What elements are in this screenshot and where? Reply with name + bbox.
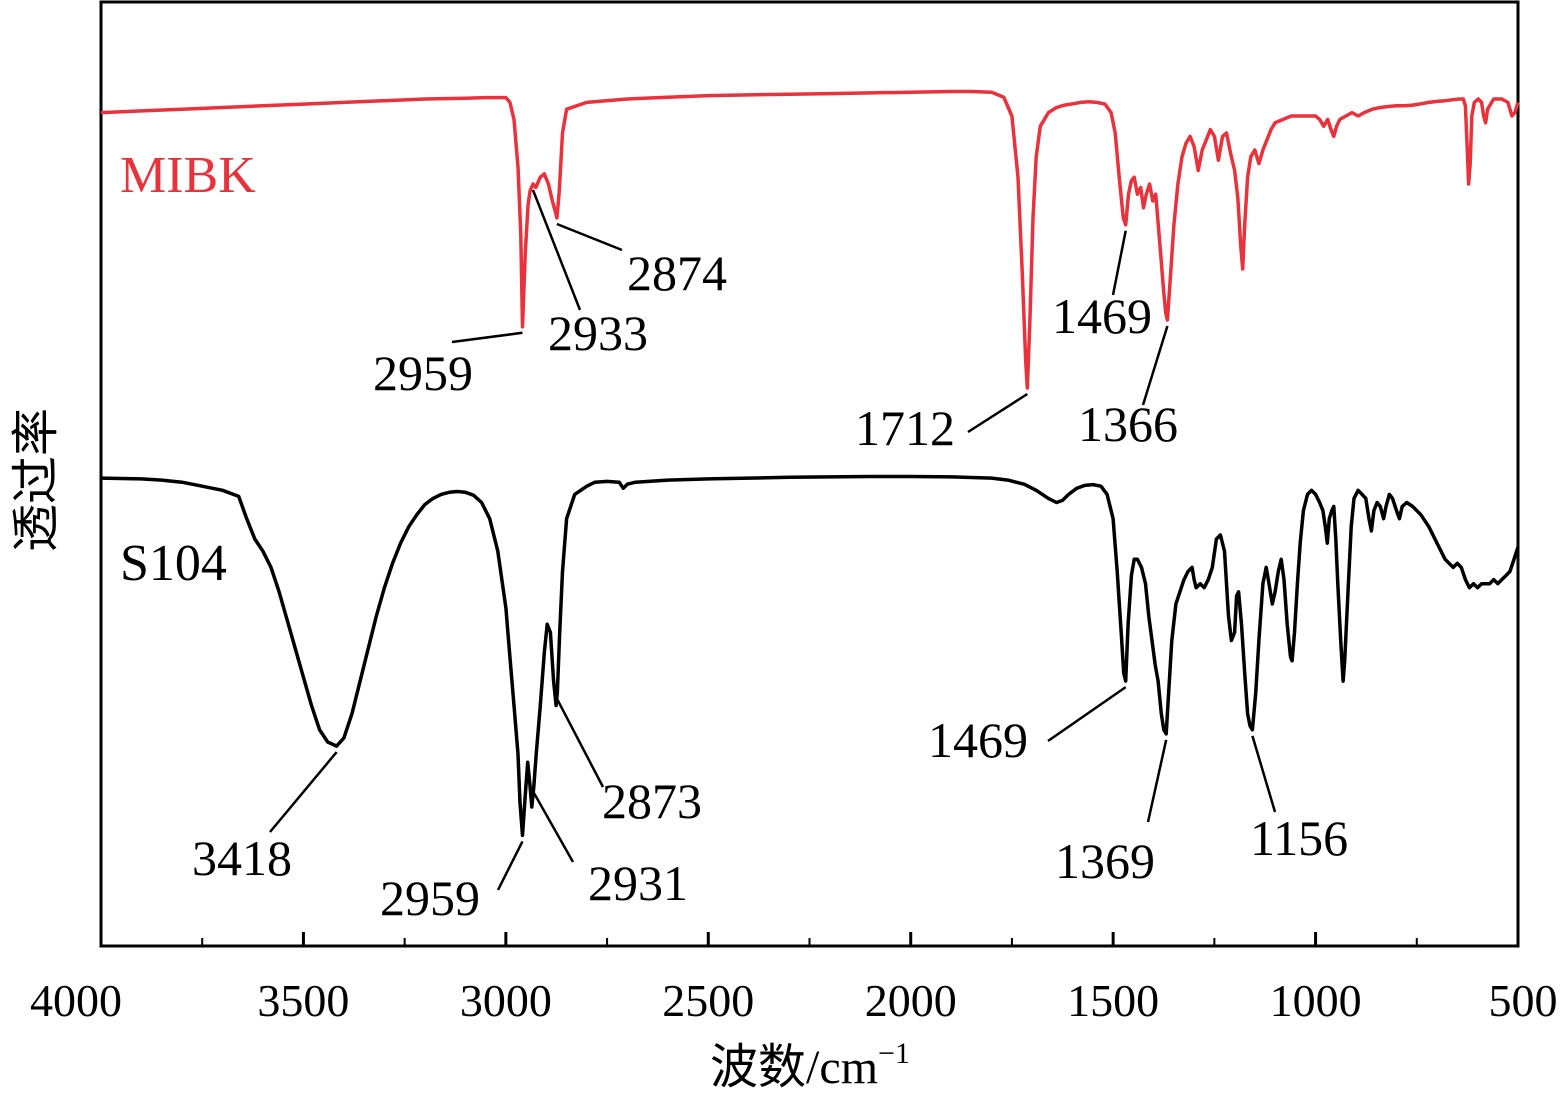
peak-leader-line [1251,735,1277,813]
peak-label: 1369 [1055,833,1155,889]
x-tick-label: 1000 [1270,975,1362,1026]
peak-label: 1366 [1078,396,1178,452]
peak-label: 2959 [373,345,473,401]
peak-label: 2874 [627,245,727,301]
series-line-mibk [100,89,1520,390]
peak-label: 1469 [928,712,1028,768]
peak-leader-line [1141,325,1169,406]
peak-leader-line [1146,739,1168,823]
series-names: MIBK S104 [120,147,256,592]
x-tick-label: 3500 [257,975,349,1026]
x-tick-label: 500 [1489,975,1558,1026]
peak-label: 2959 [380,870,480,926]
x-tick-label: 3000 [460,975,552,1026]
x-tick-label: 1500 [1067,975,1159,1026]
peak-leader-line [532,792,575,863]
peak-label: 1469 [1052,288,1152,344]
peak-leader-line [531,189,582,311]
peak-label: 1156 [1250,810,1348,866]
peak-label: 1712 [855,400,955,456]
peak-leader-line [496,840,524,891]
peak-label: 3418 [192,830,292,886]
x-tick-label: 2000 [865,975,957,1026]
peak-label: 2933 [548,305,648,361]
peak-leader-line [269,751,338,833]
y-axis-title: 透过率 [10,408,63,552]
peak-leader-line [1111,230,1127,296]
peak-leader-line [556,222,623,252]
peak-label: 2873 [602,773,702,829]
peak-leader-line [967,392,1028,434]
peak-label: 2931 [588,855,688,911]
peak-leader-line [1047,686,1127,743]
series-name-mibk: MIBK [120,147,256,204]
x-axis-title: 波数/cm−1 [710,1037,910,1094]
spectrum-lines [100,89,1520,838]
series-name-s104: S104 [120,535,227,592]
peak-leader-line [451,331,523,344]
plot-frame [99,0,1520,948]
x-axis-ticks: 4000 3500 3000 2500 2000 1500 1000 500 [30,932,1558,1026]
x-tick-label: 2500 [662,975,754,1026]
series-line-s104 [100,474,1520,838]
x-tick-label: 4000 [30,975,122,1026]
peak-leader-line [556,698,605,788]
